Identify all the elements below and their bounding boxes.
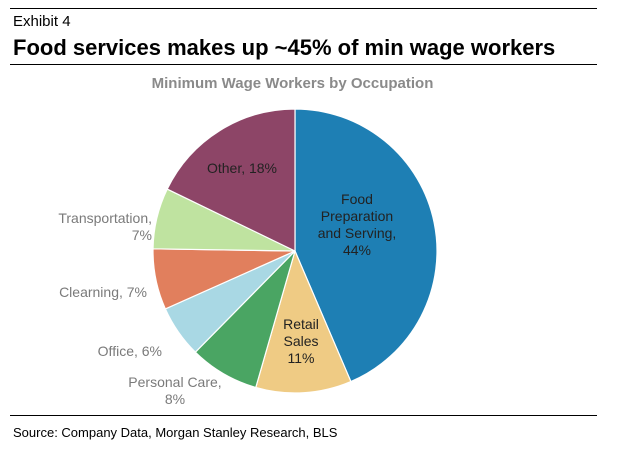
pie-slice-retail-sales [255, 249, 352, 394]
exhibit-label: Exhibit 4 [13, 13, 71, 30]
pie-slice-other [166, 108, 296, 252]
top-rule [10, 8, 597, 9]
slice-label-transportation: Transportation, 7% [58, 210, 152, 243]
slice-label-retail-sales: Retail Sales 11% [283, 316, 319, 366]
headline: Food services makes up ~45% of min wage … [13, 35, 556, 60]
slice-label-food-preparation-and-serving: Food Preparation and Serving, 44% [318, 191, 397, 258]
slice-label-clearning: Clearning, 7% [59, 284, 147, 300]
pie-slice-food-preparation-and-serving [294, 108, 438, 383]
pie-chart: Food Preparation and Serving, 44% Retail Sale… [58, 108, 438, 407]
headline-rule [10, 64, 597, 65]
slice-label-other: Other, 18% [207, 160, 277, 176]
bottom-rule [10, 415, 597, 416]
chart-title: Minimum Wage Workers by Occupation [151, 75, 434, 92]
source-note: Source: Company Data, Morgan Stanley Res… [13, 425, 338, 440]
slice-label-personal-care: Personal Care, 8% [128, 374, 221, 407]
slice-label-office: Office, 6% [98, 343, 162, 359]
